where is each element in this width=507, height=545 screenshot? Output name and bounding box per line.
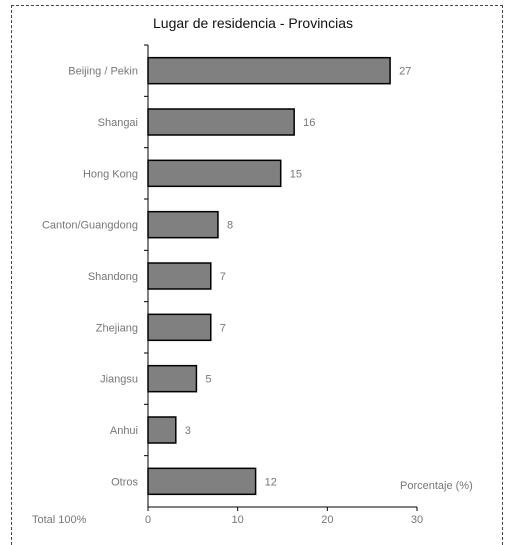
bar-4	[147, 262, 212, 290]
category-label-0: Beijing / Pekin	[68, 66, 138, 78]
bar-5	[147, 313, 212, 342]
value-label-3: 8	[227, 220, 233, 232]
x-tick-label-1: 10	[232, 514, 244, 526]
bar-6	[147, 364, 198, 393]
total-note: Total 100%	[32, 514, 87, 526]
x-tick-label-3: 30	[411, 514, 423, 526]
chart-title: Lugar de residencia - Provincias	[153, 15, 353, 31]
value-label-5: 7	[220, 322, 226, 334]
bar-3	[147, 210, 219, 239]
value-label-0: 27	[399, 66, 411, 78]
category-label-6: Jiangsu	[100, 374, 138, 386]
bar-1	[147, 108, 295, 136]
bars-group: 27 16 15 8 7 7 5 3 12	[147, 56, 411, 496]
value-label-1: 16	[303, 117, 315, 129]
value-label-7: 3	[185, 425, 191, 437]
value-label-8: 12	[265, 476, 277, 488]
chart-frame	[11, 5, 503, 545]
bar-0	[147, 56, 391, 85]
bar-8	[147, 467, 257, 496]
bar-2	[147, 159, 282, 188]
category-label-5: Zhejiang	[96, 322, 138, 334]
x-tick-label-0: 0	[145, 514, 151, 526]
x-axis-label: Porcentaje (%)	[400, 480, 473, 492]
category-label-2: Hong Kong	[83, 168, 138, 180]
category-label-4: Shandong	[88, 271, 138, 283]
category-label-1: Shangai	[98, 117, 138, 129]
category-label-8: Otros	[111, 476, 138, 488]
x-tick-label-2: 20	[321, 514, 333, 526]
category-label-7: Anhui	[110, 425, 138, 437]
value-label-2: 15	[290, 168, 302, 180]
axes-group: Beijing / Pekin Shangai Hong Kong Canton/Gu…	[42, 44, 423, 526]
value-label-6: 5	[205, 374, 211, 386]
bar-7	[147, 416, 177, 444]
category-label-3: Canton/Guangdong	[42, 220, 138, 232]
value-label-4: 7	[220, 271, 226, 283]
